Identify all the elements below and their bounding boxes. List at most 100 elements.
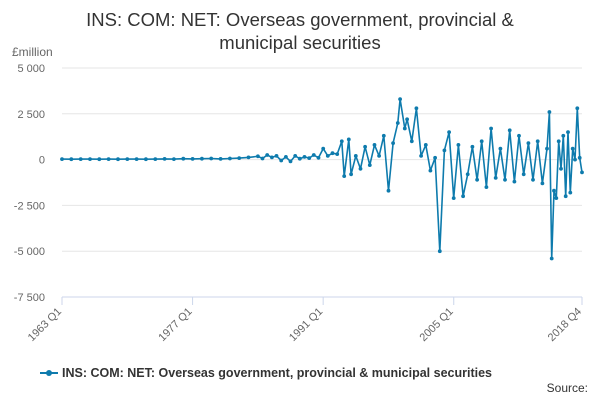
data-point: [566, 130, 570, 135]
data-point: [228, 156, 232, 161]
data-point: [346, 137, 351, 142]
data-point: [88, 157, 92, 162]
data-point: [470, 144, 475, 149]
data-point: [498, 146, 503, 151]
data-point: [493, 176, 498, 180]
data-point: [274, 154, 279, 158]
data-point: [405, 117, 409, 122]
data-point: [559, 166, 563, 171]
data-point: [381, 133, 386, 138]
data-point: [428, 168, 433, 173]
chart-title: INS: COM: NET: Overseas government, prov…: [0, 8, 600, 54]
data-point: [568, 190, 573, 195]
data-point: [106, 157, 111, 162]
chart-title-line-2: municipal securities: [219, 32, 381, 53]
data-point: [545, 146, 549, 151]
data-point: [134, 157, 139, 162]
data-point: [172, 157, 176, 162]
data-point: [414, 106, 419, 111]
legend-dot: [46, 370, 52, 376]
data-point: [321, 146, 326, 151]
data-point: [246, 155, 251, 160]
data-point: [580, 170, 584, 175]
data-point: [330, 151, 335, 156]
data-point: [218, 157, 223, 161]
y-tick-label: -5 000: [14, 246, 45, 258]
data-point: [116, 157, 120, 162]
data-point: [363, 144, 367, 149]
data-point: [125, 157, 130, 162]
legend-series-marker: [40, 368, 58, 378]
data-point: [302, 155, 307, 159]
data-point: [311, 153, 316, 157]
data-point: [575, 106, 580, 111]
data-point: [237, 156, 242, 161]
data-point: [398, 97, 402, 101]
data-point: [144, 157, 148, 162]
data-point: [531, 177, 535, 182]
data-point: [479, 139, 484, 144]
data-point: [60, 157, 64, 162]
data-point: [554, 196, 559, 201]
data-point: [535, 139, 540, 144]
data-point: [409, 139, 414, 144]
data-point: [419, 154, 423, 158]
data-point: [456, 143, 461, 147]
data-point: [377, 154, 381, 158]
data-point: [547, 110, 552, 114]
data-point: [433, 155, 437, 160]
data-point: [342, 174, 347, 179]
data-point: [465, 172, 470, 177]
data-point: [423, 143, 428, 147]
data-point: [339, 139, 344, 144]
data-point: [577, 155, 582, 160]
data-point: [181, 156, 186, 161]
legend-label: INS: COM: NET: Overseas government, prov…: [62, 366, 492, 380]
data-point: [391, 141, 395, 146]
data-point: [284, 155, 288, 159]
data-point: [386, 188, 391, 193]
data-point: [503, 177, 507, 182]
data-point: [512, 179, 517, 184]
data-point: [293, 154, 298, 158]
y-tick-label: -7 500: [14, 292, 45, 304]
data-point: [209, 156, 214, 161]
data-point: [190, 157, 195, 161]
data-point: [265, 153, 270, 157]
data-point: [316, 155, 321, 160]
data-point: [517, 133, 521, 138]
data-point: [297, 156, 302, 161]
data-point: [563, 194, 568, 199]
data-point: [353, 154, 358, 158]
y-tick-label: 2 500: [17, 109, 45, 121]
data-point: [475, 177, 479, 182]
y-axis-unit-label: £million: [12, 45, 53, 59]
data-point: [162, 157, 167, 161]
data-point: [526, 141, 531, 146]
data-point: [521, 172, 526, 177]
data-point: [260, 156, 265, 161]
data-point: [556, 139, 561, 144]
data-point: [288, 159, 293, 164]
data-point: [256, 154, 260, 159]
x-tick-label: 1963 Q1: [26, 306, 64, 344]
data-point: [484, 185, 489, 190]
legend-item[interactable]: INS: COM: NET: Overseas government, prov…: [40, 366, 492, 380]
data-point: [442, 148, 447, 153]
data-point: [335, 152, 340, 157]
x-tick-label: 2018 Q4: [546, 306, 584, 344]
data-point: [153, 157, 158, 162]
data-point: [97, 157, 102, 162]
data-point: [437, 249, 442, 254]
x-tick-label: 2005 Q1: [418, 306, 456, 344]
data-point: [549, 256, 554, 261]
data-point: [78, 157, 83, 162]
data-point: [552, 188, 556, 193]
data-point: [447, 130, 451, 135]
data-point: [279, 158, 284, 163]
source-label: Source:: [546, 381, 588, 395]
data-point: [489, 126, 493, 131]
data-point: [507, 128, 512, 133]
data-point: [270, 155, 274, 160]
